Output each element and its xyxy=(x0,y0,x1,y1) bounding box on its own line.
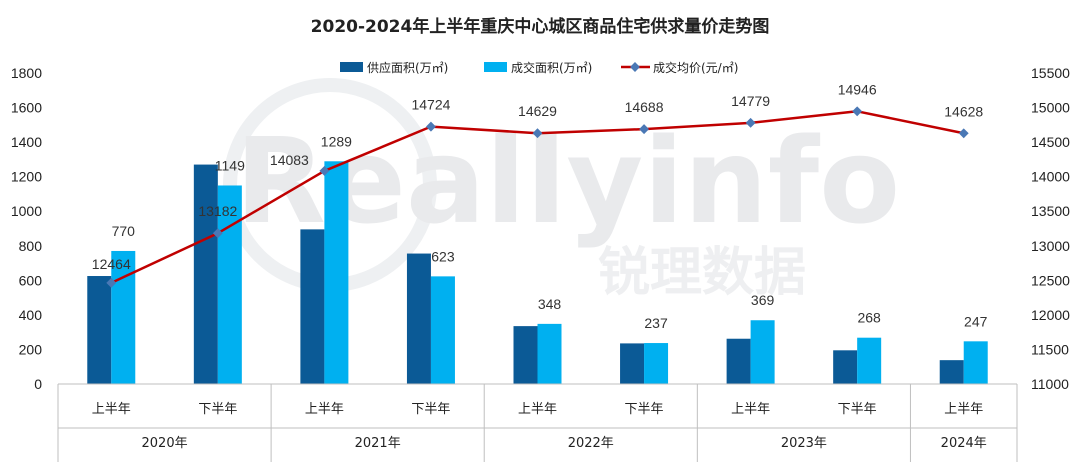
legend-marker-price xyxy=(630,62,640,72)
transaction-value-label: 770 xyxy=(112,223,136,239)
y-left-tick-label: 600 xyxy=(19,272,43,288)
transaction-value-label: 268 xyxy=(857,310,881,326)
transaction-value-label: 247 xyxy=(964,313,988,329)
price-value-label: 14779 xyxy=(731,93,770,109)
legend-swatch-supply xyxy=(340,62,363,72)
y-right-tick-label: 12000 xyxy=(1031,307,1070,323)
bar-transaction xyxy=(537,323,562,384)
y-left-tick-label: 800 xyxy=(19,238,43,254)
transaction-value-label: 1289 xyxy=(321,133,352,149)
price-marker xyxy=(639,124,650,135)
bar-supply xyxy=(939,360,964,384)
legend-swatch-transaction xyxy=(484,62,507,72)
y-right-tick-label: 14500 xyxy=(1031,134,1070,150)
transaction-value-label: 369 xyxy=(751,292,775,308)
bar-transaction xyxy=(430,276,455,384)
y-left-tick-label: 1400 xyxy=(11,134,42,150)
half-year-label: 上半年 xyxy=(731,402,770,417)
year-label: 2021年 xyxy=(355,436,401,451)
y-right-tick-label: 15000 xyxy=(1031,100,1070,116)
y-right-tick-label: 11500 xyxy=(1031,341,1069,357)
legend: 供应面积(万㎡) 成交面积(万㎡) 成交均价(元/㎡) xyxy=(340,60,738,75)
bar-transaction xyxy=(857,337,882,384)
y-left-tick-label: 1200 xyxy=(11,169,42,185)
bar-supply xyxy=(833,350,858,384)
half-year-label: 上半年 xyxy=(944,402,983,417)
y-right-tick-label: 11000 xyxy=(1031,376,1069,392)
watermark-chinese: 锐理数据 xyxy=(598,243,806,303)
price-value-label: 12464 xyxy=(92,256,131,272)
price-marker xyxy=(532,128,543,139)
transaction-value-label: 348 xyxy=(538,296,562,312)
y-left-tick-label: 200 xyxy=(19,341,43,357)
bar-supply xyxy=(87,276,112,384)
half-year-label: 上半年 xyxy=(92,402,131,417)
half-year-label: 下半年 xyxy=(625,402,664,417)
half-year-label: 下半年 xyxy=(411,402,450,417)
y-right-tick-label: 14000 xyxy=(1031,169,1070,185)
legend-label-price: 成交均价(元/㎡) xyxy=(653,60,738,75)
y-left-tick-label: 1000 xyxy=(11,203,42,219)
legend-item-transaction[interactable]: 成交面积(万㎡) xyxy=(484,60,592,75)
y-left-tick-label: 1800 xyxy=(11,65,42,81)
bar-supply xyxy=(726,338,751,384)
price-value-label: 14724 xyxy=(411,97,450,113)
bar-supply xyxy=(620,343,645,384)
chart-title: 2020-2024年上半年重庆中心城区商品住宅供求量价走势图 xyxy=(311,16,770,37)
half-year-label: 下半年 xyxy=(838,402,877,417)
price-marker xyxy=(745,117,756,128)
half-year-label: 下半年 xyxy=(198,402,237,417)
transaction-value-label: 623 xyxy=(431,248,455,264)
price-line-layer xyxy=(106,106,969,288)
bar-transaction xyxy=(111,250,136,384)
data-labels: 770 1149 1289 623 348 237 369 268 247 12464 13182 1… xyxy=(92,81,988,331)
y-right-tick-label: 15500 xyxy=(1031,65,1070,81)
year-label: 2024年 xyxy=(941,436,987,451)
price-marker xyxy=(852,106,863,117)
bar-supply xyxy=(406,253,431,384)
price-value-label: 14946 xyxy=(838,81,877,97)
bar-supply xyxy=(513,326,538,384)
y-left-tick-label: 0 xyxy=(34,376,42,392)
price-value-label: 14083 xyxy=(270,152,309,168)
price-value-label: 14628 xyxy=(944,103,983,119)
legend-label-supply: 供应面积(万㎡) xyxy=(367,60,448,75)
bar-transaction xyxy=(217,185,242,384)
year-label: 2020年 xyxy=(142,436,188,451)
y-right-tick-label: 13000 xyxy=(1031,238,1070,254)
transaction-value-label: 237 xyxy=(644,315,668,331)
axes: 0 200 400 600 800 1000 1200 1400 1600 1800 11000 11… xyxy=(11,65,1070,392)
price-marker xyxy=(212,228,223,239)
y-left-tick-label: 1600 xyxy=(11,100,42,116)
y-right-tick-label: 13500 xyxy=(1031,203,1070,219)
bar-transaction xyxy=(644,343,669,384)
bar-supply xyxy=(193,164,218,384)
bars xyxy=(87,161,988,384)
bar-transaction xyxy=(750,320,775,384)
price-value-label: 14688 xyxy=(625,99,664,115)
half-year-label: 上半年 xyxy=(305,402,344,417)
price-value-label: 13182 xyxy=(198,203,237,219)
bar-transaction xyxy=(963,341,988,384)
bar-transaction xyxy=(324,161,349,384)
price-marker xyxy=(958,128,969,139)
transaction-value-label: 1149 xyxy=(215,157,245,173)
year-label: 2022年 xyxy=(568,436,614,451)
legend-item-price[interactable]: 成交均价(元/㎡) xyxy=(621,60,738,75)
price-marker xyxy=(319,165,330,176)
y-right-tick-label: 12500 xyxy=(1031,272,1070,288)
price-value-label: 14629 xyxy=(518,103,557,119)
half-year-label: 上半年 xyxy=(518,402,557,417)
legend-label-transaction: 成交面积(万㎡) xyxy=(511,60,592,75)
year-label: 2023年 xyxy=(781,436,827,451)
x-axis: 2020年 2021年 2022年 2023年 2024年 上半年 下半年 上半年 下半年 上半年… xyxy=(57,383,1018,462)
legend-item-supply[interactable]: 供应面积(万㎡) xyxy=(340,60,448,75)
y-left-tick-label: 400 xyxy=(19,307,43,323)
bar-supply xyxy=(300,229,325,384)
